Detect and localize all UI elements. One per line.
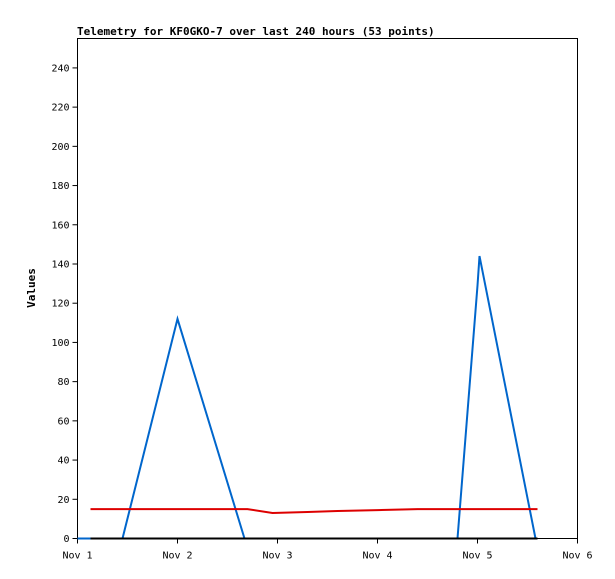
chart-title: Telemetry for KF0GKO-7 over last 240 hou… (77, 25, 435, 38)
plot-frame (77, 38, 578, 539)
y-tick-label: 240 (51, 63, 69, 74)
y-tick-label: 40 (57, 456, 69, 467)
x-tick-label: Nov 1 (62, 551, 92, 562)
x-tick-label: Nov 5 (462, 551, 492, 562)
y-tick-label: 220 (51, 103, 69, 114)
y-tick-label: 20 (57, 495, 69, 506)
y-tick-label: 100 (51, 338, 69, 349)
y-axis: 0 20 40 60 80 100 120 140 160 180 200 220 240 (51, 63, 78, 545)
x-tick-label: Nov 6 (562, 551, 592, 562)
y-tick-label: 60 (57, 416, 69, 427)
y-tick-label: 140 (51, 259, 69, 270)
y-axis-label: Values (25, 268, 38, 308)
y-tick-label: 160 (51, 220, 69, 231)
x-axis: Nov 1 Nov 2 Nov 3 Nov 4 Nov 5 Nov 6 (62, 538, 593, 562)
x-tick-label: Nov 3 (262, 551, 292, 562)
series-group (77, 255, 538, 540)
x-tick-label: Nov 4 (362, 551, 392, 562)
series-line-0 (77, 255, 537, 540)
y-tick-label: 0 (63, 534, 69, 545)
y-tick-label: 120 (51, 299, 69, 310)
x-tick-label: Nov 2 (162, 551, 192, 562)
y-tick-label: 200 (51, 142, 69, 153)
y-tick-label: 180 (51, 181, 69, 192)
y-tick-label: 80 (57, 377, 69, 388)
series-line-1 (90, 508, 538, 515)
